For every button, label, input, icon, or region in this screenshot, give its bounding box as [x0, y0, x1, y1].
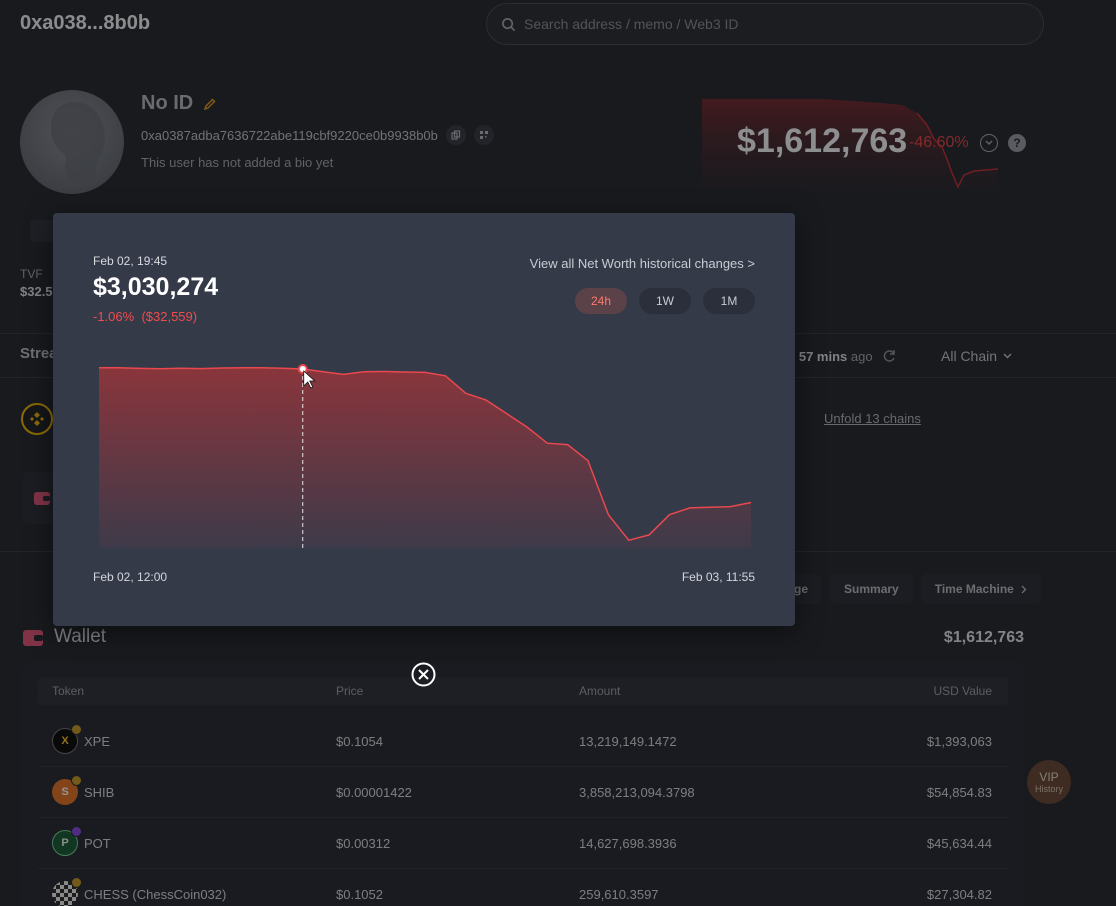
view-history-link[interactable]: View all Net Worth historical changes > [529, 256, 755, 271]
edit-icon[interactable] [203, 97, 217, 111]
chevron-down-icon[interactable] [980, 134, 998, 152]
page-title: 0xa038...8b0b [20, 12, 151, 34]
token-usd-value: $27,304.82 [926, 887, 992, 902]
token-table: Token Price Amount USD Value X XPE $0.10… [22, 661, 1024, 906]
profile-address: 0xa0387adba7636722abe119cbf9220ce0b9938b… [141, 125, 494, 145]
token-price: $0.1054 [336, 734, 383, 749]
table-row[interactable]: S SHIB $0.00001422 3,858,213,094.3798 $5… [38, 767, 1008, 818]
tvf-label: TVF [20, 267, 43, 281]
token-symbol: CHESS (ChessCoin032) [84, 887, 227, 902]
hover-point [297, 364, 308, 375]
hover-value: $3,030,274 [93, 273, 219, 301]
table-row[interactable]: X XPE $0.1054 13,219,149.1472 $1,393,063 [38, 716, 1008, 767]
profile-bio: This user has not added a bio yet [141, 155, 334, 170]
shib-token-icon: S [52, 779, 78, 805]
token-usd-value: $54,854.83 [926, 785, 992, 800]
updated-time: d 57 mins ago [788, 349, 873, 364]
tag-icon[interactable] [30, 220, 60, 242]
refresh-icon[interactable] [881, 348, 897, 364]
hover-change-abs: ($32,559) [141, 309, 198, 324]
qr-code-icon[interactable] [473, 125, 494, 145]
wallet-icon [34, 492, 50, 505]
table-row[interactable]: CHESS (ChessCoin032) $0.1052 259,610.359… [38, 869, 1008, 906]
token-amount: 3,858,213,094.3798 [579, 785, 695, 800]
vip-label: VIP [1039, 769, 1059, 784]
wallet-title: Wallet [54, 626, 107, 647]
avatar [20, 90, 124, 194]
hover-change-pct: -1.06% [93, 309, 135, 324]
tab-time-machine[interactable]: Time Machine [920, 574, 1041, 604]
chain-filter-label: All Chain [941, 348, 998, 364]
col-usd-value: USD Value [933, 684, 992, 698]
token-usd-value: $45,634.44 [926, 836, 992, 851]
tab-time-machine-label: Time Machine [934, 582, 1014, 596]
help-icon[interactable]: ? [1008, 134, 1026, 152]
chevron-down-icon [1003, 353, 1012, 359]
table-row[interactable]: P POT $0.00312 14,627,698.3936 $45,634.4… [38, 818, 1008, 869]
chain-badge-icon [71, 775, 82, 786]
token-amount: 259,610.3597 [579, 887, 659, 902]
updated-suffix: ago [850, 349, 873, 364]
view-tabs: ge Summary Time Machine [780, 574, 1041, 604]
wallet-icon [23, 629, 43, 646]
profile-name-text: No ID [141, 92, 194, 114]
token-price: $0.1052 [336, 887, 383, 902]
vip-sublabel: History [1034, 783, 1063, 794]
chain-badge-icon [71, 877, 82, 888]
vip-history-button[interactable]: VIP History [1027, 760, 1071, 804]
col-amount: Amount [579, 684, 621, 698]
updated-value: 57 mins [798, 349, 848, 364]
range-selector: 24h 1W 1M [575, 288, 755, 314]
chain-badge-icon [71, 826, 82, 837]
table-header: Token Price Amount USD Value [38, 677, 1008, 705]
hover-change: -1.06% ($32,559) [93, 309, 197, 324]
profile-address-text: 0xa0387adba7636722abe119cbf9220ce0b9938b… [141, 127, 438, 143]
range-1m[interactable]: 1M [703, 288, 755, 314]
section-title: Strea [20, 345, 58, 362]
networth-change: -46.60% [909, 134, 969, 151]
token-symbol: XPE [84, 734, 111, 749]
token-symbol: SHIB [84, 785, 115, 800]
chevron-right-icon [1021, 585, 1026, 593]
search-input[interactable] [524, 16, 1004, 32]
token-symbol: POT [84, 836, 111, 851]
chart-area [99, 367, 751, 548]
bnb-chain-icon[interactable] [21, 403, 53, 435]
range-1w[interactable]: 1W [639, 288, 691, 314]
token-amount: 13,219,149.1472 [579, 734, 677, 749]
tvf-value: $32.5 [20, 284, 53, 299]
mouse-cursor-icon [303, 370, 316, 389]
token-usd-value: $1,393,063 [926, 734, 992, 749]
networth-value: $1,612,763 [737, 122, 908, 160]
close-icon[interactable] [411, 662, 436, 687]
hover-date: Feb 02, 19:45 [93, 254, 168, 268]
copy-icon[interactable] [445, 125, 466, 145]
wallet-total: $1,612,763 [943, 629, 1024, 646]
token-price: $0.00001422 [336, 785, 412, 800]
networth-history-popup: Feb 02, 19:45 $3,030,274 -1.06% ($32,559… [53, 213, 795, 626]
chain-filter[interactable]: All Chain [941, 348, 1012, 364]
token-amount: 14,627,698.3936 [579, 836, 677, 851]
col-token: Token [52, 684, 85, 698]
search-icon [502, 17, 516, 31]
profile-name: No ID [141, 92, 217, 115]
x-axis-start-label: Feb 02, 12:00 [93, 570, 168, 584]
networth-area-chart[interactable] [97, 353, 753, 553]
token-price: $0.00312 [336, 836, 391, 851]
range-24h[interactable]: 24h [575, 288, 627, 314]
unfold-chains-link[interactable]: Unfold 13 chains [824, 411, 921, 426]
x-axis-end-label: Feb 03, 11:55 [681, 570, 755, 584]
networth-sparkline [702, 99, 998, 190]
col-price: Price [336, 684, 364, 698]
search-bar[interactable] [486, 3, 1044, 45]
chain-badge-icon [71, 724, 82, 735]
wallet-header: Wallet [22, 626, 106, 648]
chart-line [99, 366, 752, 542]
tab-summary[interactable]: Summary [830, 574, 913, 604]
